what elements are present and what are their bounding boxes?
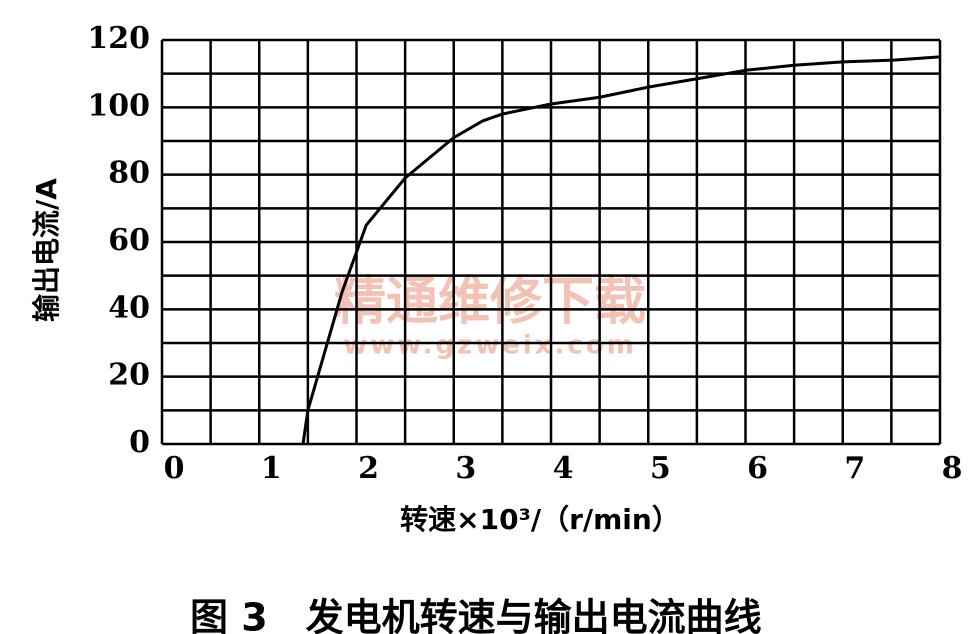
watermark: 精通维修下载 xyxy=(334,272,646,332)
x-tick-label: 3 xyxy=(455,451,476,486)
y-tick-label: 40 xyxy=(108,290,150,325)
x-tick-label: 1 xyxy=(261,451,282,486)
x-tick-label: 5 xyxy=(650,451,671,486)
x-tick-label: 0 xyxy=(164,451,185,486)
watermark-url: www.gzweix.com xyxy=(343,331,637,361)
y-axis-label: 输出电流/A xyxy=(30,178,63,322)
x-tick-label: 4 xyxy=(553,451,574,486)
x-tick-label: 7 xyxy=(844,451,865,486)
x-axis-label: 转速×10³/（r/min） xyxy=(400,503,680,536)
y-tick-label: 0 xyxy=(129,425,150,460)
x-tick-label: 2 xyxy=(358,451,379,486)
y-tick-label: 120 xyxy=(87,21,150,56)
y-tick-label: 60 xyxy=(108,223,150,258)
x-tick-label: 6 xyxy=(747,451,768,486)
y-tick-label: 20 xyxy=(108,358,150,393)
y-tick-label: 100 xyxy=(87,88,150,123)
data-line xyxy=(301,55,941,445)
x-tick-label: 8 xyxy=(942,451,963,486)
chart-title: 图 3 发电机转速与输出电流曲线 xyxy=(190,596,762,634)
y-tick-label: 80 xyxy=(108,156,150,191)
